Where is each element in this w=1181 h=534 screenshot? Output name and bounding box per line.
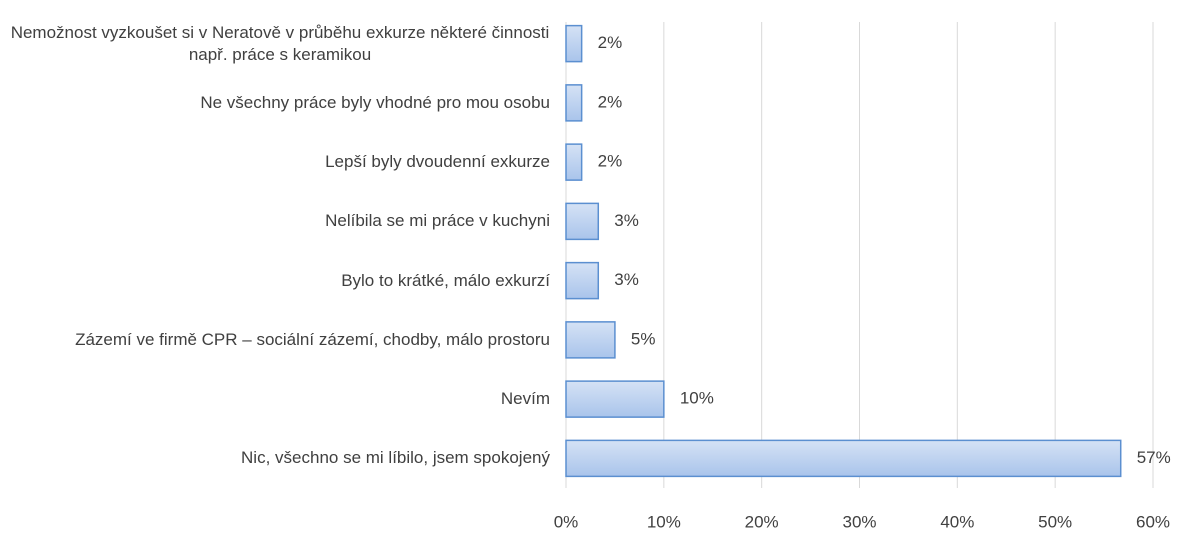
category-label: Nevím bbox=[0, 369, 550, 429]
x-tick-label: 50% bbox=[1038, 512, 1072, 531]
x-tick-label: 10% bbox=[647, 512, 681, 531]
x-tick-label: 20% bbox=[745, 512, 779, 531]
bar bbox=[565, 261, 600, 300]
data-label: 57% bbox=[1137, 448, 1171, 467]
category-label: Nelíbila se mi práce v kuchyni bbox=[0, 191, 550, 251]
data-label: 3% bbox=[614, 270, 639, 289]
category-text: Ne všechny práce byly vhodné pro mou oso… bbox=[200, 92, 550, 112]
x-tick-label: 60% bbox=[1136, 512, 1170, 531]
category-label: Ne všechny práce byly vhodné pro mou oso… bbox=[0, 73, 550, 133]
category-label: Nemožnost vyzkoušet si v Neratově v průb… bbox=[0, 14, 550, 74]
category-label: Bylo to krátké, málo exkurzí bbox=[0, 251, 550, 311]
category-text: Bylo to krátké, málo exkurzí bbox=[341, 270, 550, 290]
category-label: Lepší byly dvoudenní exkurze bbox=[0, 132, 550, 192]
category-text: Nemožnost vyzkoušet si v Neratově v průb… bbox=[10, 22, 550, 64]
data-label: 10% bbox=[680, 389, 714, 408]
category-text: Nic, všechno se mi líbilo, jsem spokojen… bbox=[241, 448, 550, 468]
data-label: 2% bbox=[598, 92, 623, 111]
data-label: 5% bbox=[631, 329, 656, 348]
bar bbox=[565, 321, 616, 359]
bar bbox=[565, 143, 583, 181]
bar bbox=[565, 84, 583, 122]
bar bbox=[565, 202, 600, 241]
category-text: Lepší byly dvoudenní exkurze bbox=[325, 152, 550, 172]
category-text: Nevím bbox=[500, 389, 550, 409]
category-text: Nelíbila se mi práce v kuchyni bbox=[325, 211, 550, 231]
data-label: 2% bbox=[598, 33, 623, 52]
x-tick-label: 0% bbox=[554, 512, 579, 531]
bar bbox=[565, 439, 1122, 478]
data-label: 2% bbox=[598, 152, 623, 171]
category-label: Nic, všechno se mi líbilo, jsem spokojen… bbox=[0, 428, 550, 488]
data-label: 3% bbox=[614, 211, 639, 230]
x-tick-label: 40% bbox=[940, 512, 974, 531]
x-tick-label: 30% bbox=[842, 512, 876, 531]
bar bbox=[565, 380, 665, 418]
category-label: Zázemí ve firmě CPR – sociální zázemí, c… bbox=[0, 310, 550, 370]
category-text: Zázemí ve firmě CPR – sociální zázemí, c… bbox=[75, 329, 550, 349]
bar bbox=[565, 24, 583, 63]
